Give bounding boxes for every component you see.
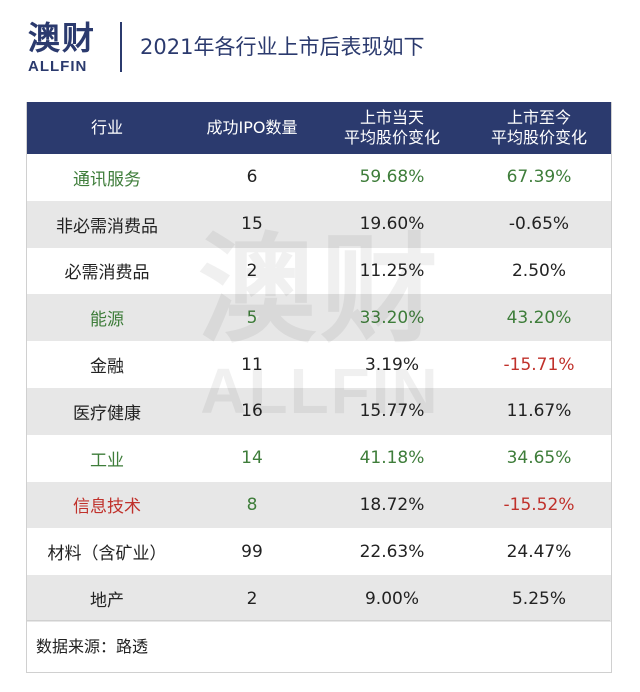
industry-cell: 工业 xyxy=(90,450,124,471)
table-row: 能源 5 33.20% 43.20% xyxy=(27,294,611,342)
table-row: 通讯服务 6 59.68% 67.39% xyxy=(27,154,611,201)
first-day-change-cell: 15.77% xyxy=(359,401,425,422)
to-date-change-cell: 11.67% xyxy=(506,401,572,422)
col-header-industry: 行业 xyxy=(27,102,187,154)
first-day-change-cell: 19.60% xyxy=(359,214,425,235)
industry-cell: 必需消费品 xyxy=(64,263,150,284)
industry-cell: 医疗健康 xyxy=(73,403,141,424)
to-date-change-cell: -0.65% xyxy=(508,214,570,235)
first-day-change-cell: 33.20% xyxy=(359,307,425,328)
table-row: 地产 2 9.00% 5.25% xyxy=(27,575,611,622)
page-title: 2021年各行业上市后表现如下 xyxy=(140,35,425,59)
ipo-count-cell: 99 xyxy=(241,541,263,562)
logo-english: ALLFIN xyxy=(28,58,88,75)
table-row: 信息技术 8 18.72% -15.52% xyxy=(27,481,611,529)
first-day-change-cell: 11.25% xyxy=(359,260,425,281)
ipo-count-cell: 5 xyxy=(246,307,258,328)
logo-divider xyxy=(120,22,122,72)
table-row: 工业 14 41.18% 34.65% xyxy=(27,434,611,482)
table-footer: 数据来源：路透 xyxy=(26,620,610,673)
to-date-change-cell: 2.50% xyxy=(511,260,566,281)
industry-cell: 通讯服务 xyxy=(73,169,141,190)
first-day-change-cell: 18.72% xyxy=(359,494,425,515)
to-date-change-cell: -15.71% xyxy=(503,354,575,375)
to-date-change-cell: -15.52% xyxy=(503,494,575,515)
col-header-ipo-count: 成功IPO数量 xyxy=(187,102,317,154)
page-header: 澳财 ALLFIN 2021年各行业上市后表现如下 xyxy=(0,0,640,92)
to-date-change-cell: 43.20% xyxy=(506,307,572,328)
col-header-first-day-change: 上市当天 平均股价变化 xyxy=(317,102,467,154)
table-row: 非必需消费品 15 19.60% -0.65% xyxy=(27,200,611,248)
to-date-change-cell: 24.47% xyxy=(506,541,572,562)
table-row: 金融 11 3.19% -15.71% xyxy=(27,341,611,388)
ipo-count-cell: 8 xyxy=(246,494,258,515)
first-day-change-cell: 22.63% xyxy=(359,541,425,562)
industry-cell: 能源 xyxy=(90,310,124,331)
table-row: 材料（含矿业） 99 22.63% 24.47% xyxy=(27,528,611,576)
industry-cell: 信息技术 xyxy=(73,497,141,518)
first-day-change-cell: 3.19% xyxy=(364,354,419,375)
ipo-count-cell: 2 xyxy=(246,588,258,609)
logo-chinese: 澳财 xyxy=(28,19,97,57)
to-date-change-cell: 67.39% xyxy=(506,167,572,188)
industry-cell: 材料（含矿业） xyxy=(47,544,167,565)
table-header-row: 行业 成功IPO数量 上市当天 平均股价变化 上市至今 平均股价变化 xyxy=(27,102,611,154)
to-date-change-cell: 5.25% xyxy=(511,588,566,609)
first-day-change-cell: 41.18% xyxy=(359,448,425,469)
industry-cell: 金融 xyxy=(90,357,124,378)
table-row: 必需消费品 2 11.25% 2.50% xyxy=(27,247,611,295)
ipo-count-cell: 2 xyxy=(246,260,258,281)
ipo-count-cell: 14 xyxy=(241,448,263,469)
ipo-performance-table: 行业 成功IPO数量 上市当天 平均股价变化 上市至今 平均股价变化 通讯服务 6… xyxy=(26,102,612,673)
industry-cell: 地产 xyxy=(90,591,124,612)
ipo-count-cell: 15 xyxy=(241,214,263,235)
ipo-count-cell: 16 xyxy=(241,401,263,422)
to-date-change-cell: 34.65% xyxy=(506,448,572,469)
first-day-change-cell: 9.00% xyxy=(364,588,419,609)
industry-cell: 非必需消费品 xyxy=(56,216,158,237)
table-row: 医疗健康 16 15.77% 11.67% xyxy=(27,387,611,435)
col-header-to-date-change: 上市至今 平均股价变化 xyxy=(467,102,611,154)
ipo-count-cell: 6 xyxy=(246,167,258,188)
first-day-change-cell: 59.68% xyxy=(359,167,425,188)
data-source: 数据来源：路透 xyxy=(36,637,149,656)
ipo-count-cell: 11 xyxy=(241,354,263,375)
